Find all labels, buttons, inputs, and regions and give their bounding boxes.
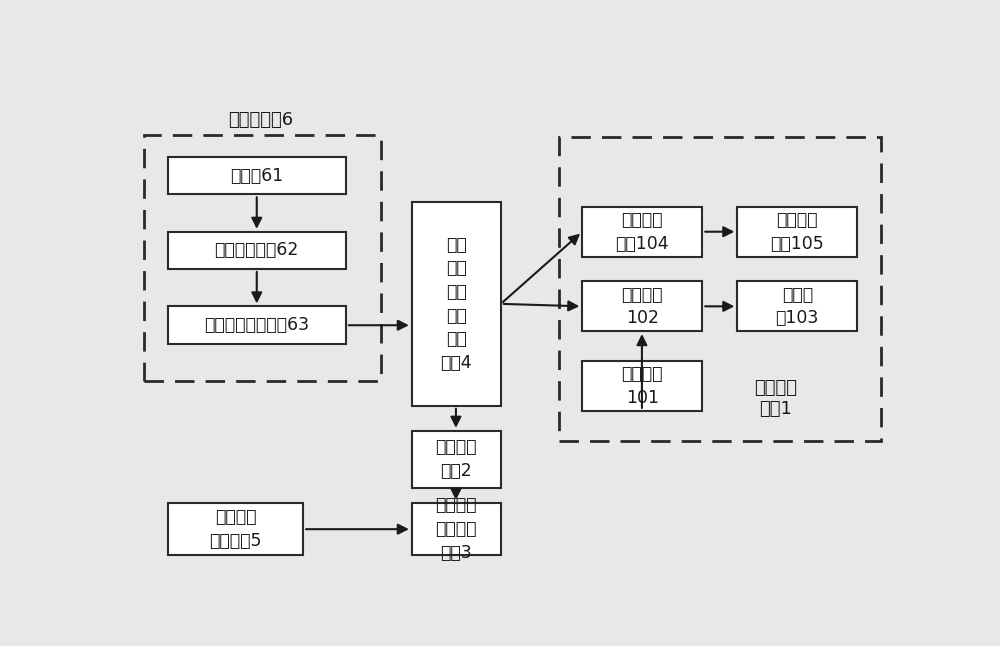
Text: 图像采集模块62: 图像采集模块62 — [215, 242, 299, 260]
Text: 数据整合
单元104: 数据整合 单元104 — [616, 211, 669, 253]
Bar — [168, 503, 303, 555]
Text: 视频检测器6: 视频检测器6 — [228, 111, 293, 129]
Text: 视频图像处理模块63: 视频图像处理模块63 — [204, 316, 309, 334]
Text: 比较单元
102: 比较单元 102 — [622, 286, 663, 327]
Bar — [582, 282, 702, 331]
Bar — [412, 431, 501, 488]
Text: 数据显示
单元105: 数据显示 单元105 — [770, 211, 824, 253]
Text: 报警单
元103: 报警单 元103 — [776, 286, 819, 327]
Bar — [582, 207, 702, 256]
Bar — [168, 232, 346, 269]
Bar — [412, 202, 501, 406]
Bar — [737, 282, 857, 331]
Bar — [737, 207, 857, 256]
Text: 采样控制
模块2: 采样控制 模块2 — [436, 439, 477, 480]
Bar — [559, 137, 881, 441]
Text: 存储单元
101: 存储单元 101 — [622, 365, 663, 407]
Bar — [168, 306, 346, 344]
Bar — [144, 135, 381, 381]
Bar — [412, 503, 501, 555]
Text: 数据处理
模块1: 数据处理 模块1 — [755, 379, 798, 418]
Bar — [582, 361, 702, 411]
Text: 摄像机61: 摄像机61 — [230, 167, 283, 185]
Text: 二氧化硫
采样处理
模块3: 二氧化硫 采样处理 模块3 — [436, 496, 477, 561]
Text: 二氧化硫
采样模块5: 二氧化硫 采样模块5 — [209, 508, 262, 550]
Text: 车辆
占用
道路
时间
处理
模块4: 车辆 占用 道路 时间 处理 模块4 — [440, 236, 472, 372]
Bar — [168, 157, 346, 194]
